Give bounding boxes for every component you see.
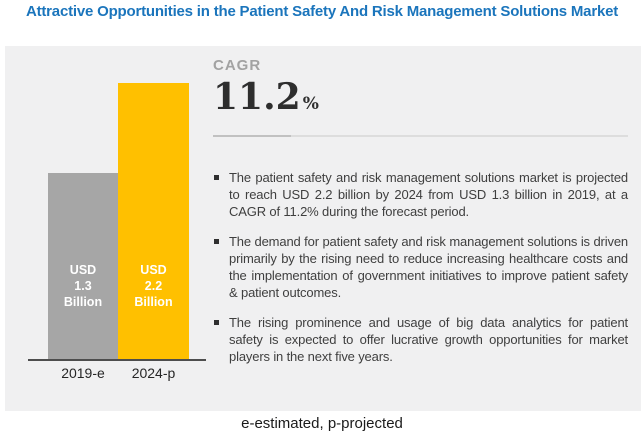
bullet-item-market-projection: The patient safety and risk management s… xyxy=(213,169,628,220)
bar-2019e: USD 1.3 Billion xyxy=(48,173,118,359)
bar-2019e-value-label: USD 1.3 Billion xyxy=(48,262,118,310)
cagr-label: CAGR xyxy=(213,57,262,74)
divider-line xyxy=(213,135,628,137)
divider-accent xyxy=(213,135,291,137)
bullet-list: The patient safety and risk management s… xyxy=(213,169,628,365)
x-axis-line xyxy=(28,359,206,361)
x-axis-label-2024p: 2024-p xyxy=(131,365,176,381)
footnote: e-estimated, p-projected xyxy=(241,415,403,432)
cagr-number: 11.2 xyxy=(213,76,301,118)
bar-value-line: USD xyxy=(69,263,97,277)
bar-value-line: 2.2 xyxy=(144,279,163,293)
bar-value-line: Billion xyxy=(63,295,103,309)
bullet-item-demand-drivers: The demand for patient safety and risk m… xyxy=(213,233,628,301)
content-panel: USD 1.3 Billion USD 2.2 Billion 2019-e 2… xyxy=(5,46,641,411)
percent-sign: % xyxy=(302,94,319,114)
cagr-value: 11.2% xyxy=(213,75,628,126)
summary-column: CAGR 11.2% The patient safety and risk m… xyxy=(213,46,628,378)
bar-value-line: Billion xyxy=(134,295,173,309)
page-title: Attractive Opportunities in the Patient … xyxy=(25,3,619,20)
x-axis-label-2019e: 2019-e xyxy=(61,365,105,381)
bar-chart: USD 1.3 Billion USD 2.2 Billion 2019-e 2… xyxy=(5,46,213,411)
bullet-item-big-data-analytics: The rising prominence and usage of big d… xyxy=(213,314,628,365)
bar-2024p-value-label: USD 2.2 Billion xyxy=(118,262,189,310)
bar-value-line: USD xyxy=(140,263,167,277)
bar-2024p: USD 2.2 Billion xyxy=(118,83,189,359)
bar-value-line: 1.3 xyxy=(74,279,92,293)
